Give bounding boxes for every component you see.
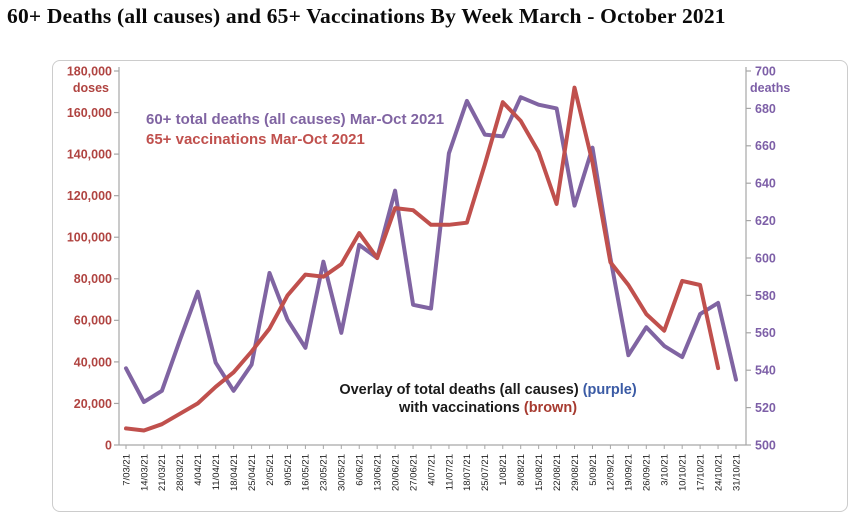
left-axis-tick-label: 180,000 — [67, 64, 112, 78]
x-axis-date-label: 30/05/21 — [337, 454, 348, 491]
x-axis-date-label: 15/08/21 — [534, 454, 545, 491]
right-axis-tick-label: 600 — [755, 251, 776, 265]
left-axis-tick-label: 160,000 — [67, 106, 112, 120]
deaths-line — [124, 95, 738, 404]
x-axis-date-label: 18/04/21 — [229, 454, 240, 491]
x-axis-date-label: 25/04/21 — [247, 454, 258, 491]
x-axis-date-label: 12/09/21 — [606, 454, 617, 491]
x-axis-date-label: 11/07/21 — [444, 454, 455, 490]
annotation-segment: (brown) — [524, 400, 577, 416]
x-axis-date-label: 4/04/21 — [193, 454, 204, 486]
page-title: 60+ Deaths (all causes) and 65+ Vaccinat… — [7, 4, 726, 28]
x-axis-date-label: 17/10/21 — [695, 454, 706, 491]
x-axis-date-label: 14/03/21 — [139, 454, 150, 491]
left-axis-tick-label: 20,000 — [74, 397, 112, 411]
annotation-segment: (purple) — [583, 382, 637, 398]
x-axis-date-label: 31/10/21 — [731, 454, 742, 491]
right-axis-tick-label: 700 — [755, 64, 776, 78]
annotation-segment: Overlay of total deaths (all causes) — [339, 382, 582, 398]
x-axis-date-label: 13/06/21 — [373, 454, 384, 491]
x-axis-date-label: 20/06/21 — [390, 454, 401, 491]
left-axis-tick-label: 60,000 — [74, 314, 112, 328]
right-axis-tick-label: 500 — [755, 438, 776, 452]
weekly-deaths-vaccinations-chart: 180,000 160,000 140,000 120,000 100,000 80,00… — [67, 64, 791, 491]
x-axis-date-label: 9/05/21 — [283, 454, 294, 486]
x-axis-date-label: 1/08/21 — [498, 454, 509, 486]
left-axis-tick-label: 140,000 — [67, 147, 112, 161]
x-axis-date-label: 2/05/21 — [265, 454, 276, 486]
x-axis-date-label: 6/06/21 — [355, 454, 366, 486]
left-axis-tick-label: 80,000 — [74, 272, 112, 286]
right-axis-tick-label: 560 — [755, 326, 776, 340]
right-axis-tick-label: 640 — [755, 177, 776, 191]
left-axis-tick-label: 100,000 — [67, 231, 112, 245]
x-axis-date-label: 23/05/21 — [319, 454, 330, 491]
chart-frame: 180,000 160,000 140,000 120,000 100,000 80,00… — [52, 60, 848, 512]
right-axis-tick-label: 660 — [755, 139, 776, 153]
right-axis-tick-label: 580 — [755, 289, 776, 303]
left-axis-tick-label: 40,000 — [74, 355, 112, 369]
x-axis-date-label: 28/03/21 — [175, 454, 186, 491]
x-axis-date-label: 21/03/21 — [157, 454, 168, 491]
x-axis-date-label: 7/03/21 — [121, 454, 132, 486]
vaccinations-line — [124, 85, 721, 433]
annotation-segment: with vaccinations — [398, 400, 524, 416]
right-axis-tick-label: 680 — [755, 102, 776, 116]
annotation-line2: with vaccinations (brown) — [398, 400, 577, 416]
right-axis-tick-label: 620 — [755, 214, 776, 228]
x-axis-date-label: 4/07/21 — [426, 454, 437, 486]
legend-entry: 60+ total deaths (all causes) Mar-Oct 20… — [146, 111, 444, 128]
x-axis-date-label: 27/06/21 — [408, 454, 419, 491]
x-axis-date-label: 3/10/21 — [660, 454, 671, 486]
x-axis-date-label: 10/10/21 — [678, 454, 689, 491]
right-axis-tick-label: 540 — [755, 364, 776, 378]
right-axis-unit-label: deaths — [750, 81, 790, 95]
left-axis-tick-label: 120,000 — [67, 189, 112, 203]
legend-entry: 65+ vaccinations Mar-Oct 2021 — [146, 131, 365, 148]
x-axis-date-label: 8/08/21 — [516, 454, 527, 486]
left-axis-tick-label: 0 — [105, 438, 112, 452]
right-axis-tick-label: 520 — [755, 401, 776, 415]
x-axis-date-label: 22/08/21 — [552, 454, 563, 491]
x-axis-date-label: 5/09/21 — [588, 454, 599, 486]
x-axis-date-label: 18/07/21 — [462, 454, 473, 491]
x-axis-date-label: 25/07/21 — [480, 454, 491, 491]
x-axis-date-label: 19/09/21 — [624, 454, 635, 491]
x-axis-date-label: 11/04/21 — [211, 454, 222, 490]
left-axis-unit-label: doses — [73, 81, 109, 95]
x-axis-date-label: 16/05/21 — [301, 454, 312, 491]
x-axis-date-label: 29/08/21 — [570, 454, 581, 491]
x-axis-date-label: 24/10/21 — [713, 454, 724, 491]
x-axis-date-label: 26/09/21 — [642, 454, 653, 491]
annotation-line1: Overlay of total deaths (all causes) (pu… — [339, 382, 637, 398]
